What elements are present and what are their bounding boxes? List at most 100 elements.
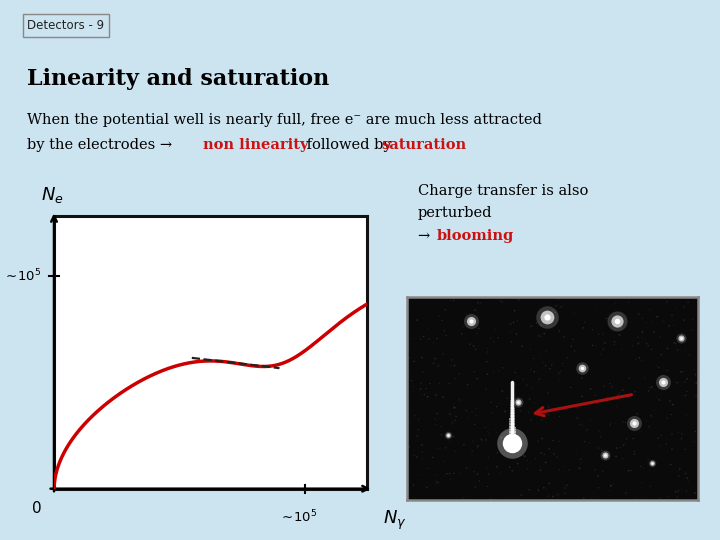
Point [686, 326, 698, 334]
Point [665, 328, 677, 336]
Point [509, 306, 521, 315]
Point [495, 433, 507, 442]
Point [448, 296, 459, 305]
Point [671, 482, 683, 491]
Point [578, 494, 590, 503]
Point [422, 393, 433, 401]
Point [528, 367, 540, 376]
Point [457, 322, 469, 331]
Point [420, 354, 432, 362]
Point [543, 402, 554, 411]
Point [598, 345, 609, 354]
Point [404, 353, 415, 362]
Point [668, 446, 680, 455]
Point [448, 432, 459, 441]
Point [554, 294, 565, 303]
Point [473, 324, 485, 333]
Point [430, 390, 441, 399]
Point [444, 410, 456, 418]
Point [424, 379, 436, 388]
Point [644, 482, 656, 490]
Point [665, 397, 676, 406]
Point [675, 486, 687, 495]
Text: followed by: followed by [302, 138, 397, 152]
Point [589, 398, 600, 407]
Point [403, 310, 415, 319]
Point [449, 447, 461, 455]
Point [505, 338, 517, 346]
Point [519, 452, 531, 461]
Point [589, 438, 600, 447]
Point [672, 428, 684, 437]
Point [535, 349, 546, 358]
Point [567, 335, 579, 343]
Point [511, 316, 523, 325]
Point [605, 482, 616, 490]
Point [437, 350, 449, 359]
Point [411, 316, 423, 325]
Point [469, 483, 481, 491]
Point [558, 333, 570, 341]
Text: by the electrodes →: by the electrodes → [27, 138, 177, 152]
Point [444, 379, 455, 388]
Point [667, 400, 678, 408]
Point [685, 484, 696, 493]
Point [423, 335, 435, 343]
Point [651, 313, 662, 321]
Point [597, 467, 608, 476]
Text: saturation: saturation [382, 138, 467, 152]
Point [553, 437, 564, 445]
Point [474, 410, 485, 419]
Point [405, 376, 417, 385]
Point [467, 447, 478, 455]
Point [476, 435, 487, 444]
Point [625, 467, 636, 475]
Point [552, 294, 564, 303]
Point [413, 470, 424, 478]
Point [462, 384, 473, 393]
Point [606, 382, 618, 391]
Point [454, 370, 465, 379]
Point [441, 436, 452, 444]
Point [679, 377, 690, 386]
Point [681, 411, 693, 420]
Point [627, 434, 639, 443]
Point [616, 345, 628, 353]
Point [557, 374, 569, 383]
Point [492, 442, 504, 451]
Point [410, 451, 421, 460]
Point [666, 430, 678, 438]
Point [652, 312, 663, 321]
Point [458, 494, 469, 502]
Point [610, 310, 621, 319]
Point [433, 361, 444, 370]
Point [652, 434, 664, 443]
Point [438, 457, 450, 466]
Point [418, 390, 430, 399]
Point [575, 458, 587, 467]
Point [572, 414, 583, 422]
Point [684, 293, 696, 302]
Point [483, 426, 495, 434]
Point [415, 384, 426, 393]
Point [680, 445, 691, 454]
Point [510, 368, 521, 377]
Point [683, 380, 694, 388]
Point [655, 350, 667, 359]
Point [501, 475, 513, 483]
Point [428, 443, 439, 451]
Point [636, 357, 647, 366]
Point [482, 427, 493, 436]
Point [433, 414, 445, 423]
Point [527, 408, 539, 416]
Point [641, 339, 652, 348]
Point [422, 393, 433, 401]
Point [678, 302, 690, 311]
Point [512, 478, 523, 487]
Point [676, 429, 688, 438]
Point [672, 492, 683, 501]
Point [413, 425, 424, 434]
Point [574, 420, 585, 429]
Point [544, 364, 556, 373]
Point [634, 384, 645, 393]
